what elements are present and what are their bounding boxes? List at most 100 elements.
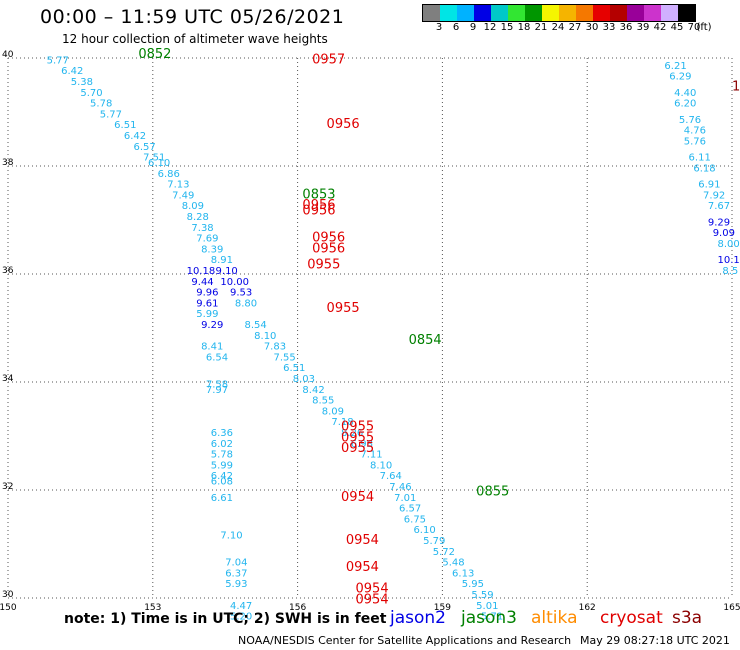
swh-value: 5.77 [47,55,69,66]
page-title: 00:00 – 11:59 UTC 05/26/2021 [40,6,345,28]
color-swatch [491,5,508,21]
swh-value: 7.97 [206,385,228,396]
swh-value: 5.79 [423,536,445,547]
swh-value: 9.10 [216,266,238,277]
swh-value: 7.64 [380,471,402,482]
swh-value: 6.10 [148,158,170,169]
swh-value: 8.03 [293,374,315,385]
color-scale-tick-label: 18 [517,22,531,33]
swh-value: 8.26 [341,428,363,439]
swh-value: 8.09 [322,406,344,417]
swh-value: 9.61 [196,298,218,309]
pass-time-label: 0956 [312,231,345,246]
lat-tick-label: 30 [2,590,14,600]
color-swatch [661,5,678,21]
swh-value: 5.99 [196,309,218,320]
color-scale-tick-label: 21 [534,22,548,33]
footer-note: note: 1) Time is in UTC; 2) SWH is in fe… [64,611,387,627]
swh-value: 6.98 [351,439,373,450]
swh-value: 6.02 [211,439,233,450]
swh-value: 9.44 [191,277,213,288]
swh-value: 5.77 [100,109,122,120]
swh-value: 6.42 [61,66,83,77]
swh-value: 6.51 [283,363,305,374]
color-swatch [457,5,474,21]
generated-timestamp: May 29 08:27:18 UTC 2021 [580,634,730,647]
swh-value: 6.51 [114,120,136,131]
swh-value: 5.38 [71,77,93,88]
swh-value: 7.49 [172,190,194,201]
color-swatch [593,5,610,21]
swh-value: 6.29 [669,72,691,83]
credit-text: NOAA/NESDIS Center for Satellite Applica… [238,634,572,647]
pass-time-label: 0955 [307,258,340,273]
swh-value: 4.76 [684,126,706,137]
swh-value: 5.78 [90,99,112,110]
pass-time-label: 0954 [341,490,374,505]
swh-value: 6.11 [689,153,711,164]
swh-value: 6.08 [211,477,233,488]
color-swatch [610,5,627,21]
swh-value: 9.29 [708,217,730,228]
swh-value: 5.78 [211,450,233,461]
color-swatch [423,5,440,21]
swh-value: 5.76 [684,136,706,147]
swh-value: 8.10 [370,460,392,471]
color-swatch [644,5,661,21]
color-swatch [559,5,576,21]
swh-value: 6.21 [664,61,686,72]
swh-value: 10.18 [187,266,216,277]
swh-value: 8.28 [187,212,209,223]
swh-value: 6.75 [404,514,426,525]
swh-value: 7.55 [273,352,295,363]
lon-tick-label: 165 [723,603,740,613]
pass-time-label: 0956 [327,117,360,132]
swh-value: 9.96 [196,288,218,299]
swh-value: 8.54 [245,320,267,331]
swh-value: 6.86 [158,169,180,180]
color-swatch [508,5,525,21]
pass-time-label: 0852 [138,47,171,62]
swh-value: 7.10 [220,531,242,542]
swh-value: 5.99 [211,460,233,471]
satellite-legend-item: s3a [672,608,703,628]
color-scale-tick-label: 70 [687,22,701,33]
pass-time-label: 0954 [356,592,389,607]
swh-value: 8.80 [235,298,257,309]
pass-time-label: 0956 [312,241,345,256]
swh-value: 7.67 [708,201,730,212]
swh-value: 5.48 [442,558,464,569]
swh-value: 6.36 [211,428,233,439]
pass-time-label: 0955 [341,430,374,445]
lat-tick-label: 40 [2,50,14,60]
swh-value: 6.54 [206,352,228,363]
swh-value: 6.61 [211,493,233,504]
swh-value: 6.91 [698,180,720,191]
pass-time-label: 0957 [312,52,345,67]
swh-value: 6.42 [124,131,146,142]
swh-value: 6.57 [399,504,421,515]
color-scale-tick-label: 15 [500,22,514,33]
pass-time-label: 0854 [409,333,442,348]
lat-tick-label: 32 [2,482,13,492]
color-scale-tick-label: 42 [653,22,667,33]
swh-value: 5.01 [476,601,498,612]
swh-value: 6.20 [674,99,696,110]
swh-value: 7.11 [360,450,382,461]
color-swatch [678,5,695,21]
swh-value: 10.1 [718,255,740,266]
satellite-legend-item: cryosat [600,608,663,628]
lon-tick-label: 162 [579,603,596,613]
color-swatch [525,5,542,21]
pass-time-label: 0954 [346,560,379,575]
color-scale-tick-label: 30 [585,22,599,33]
swh-value: 5.93 [225,579,247,590]
swh-value: 8.41 [201,342,223,353]
lon-tick-label: 156 [289,603,306,613]
swh-value: 7.18 [331,417,353,428]
lon-tick-label: 153 [144,603,161,613]
lat-tick-label: 38 [2,158,14,168]
swh-value: 9.29 [201,320,223,331]
pass-time-label: 0956 [302,204,335,219]
page-subtitle: 12 hour collection of altimeter wave hei… [62,32,328,46]
